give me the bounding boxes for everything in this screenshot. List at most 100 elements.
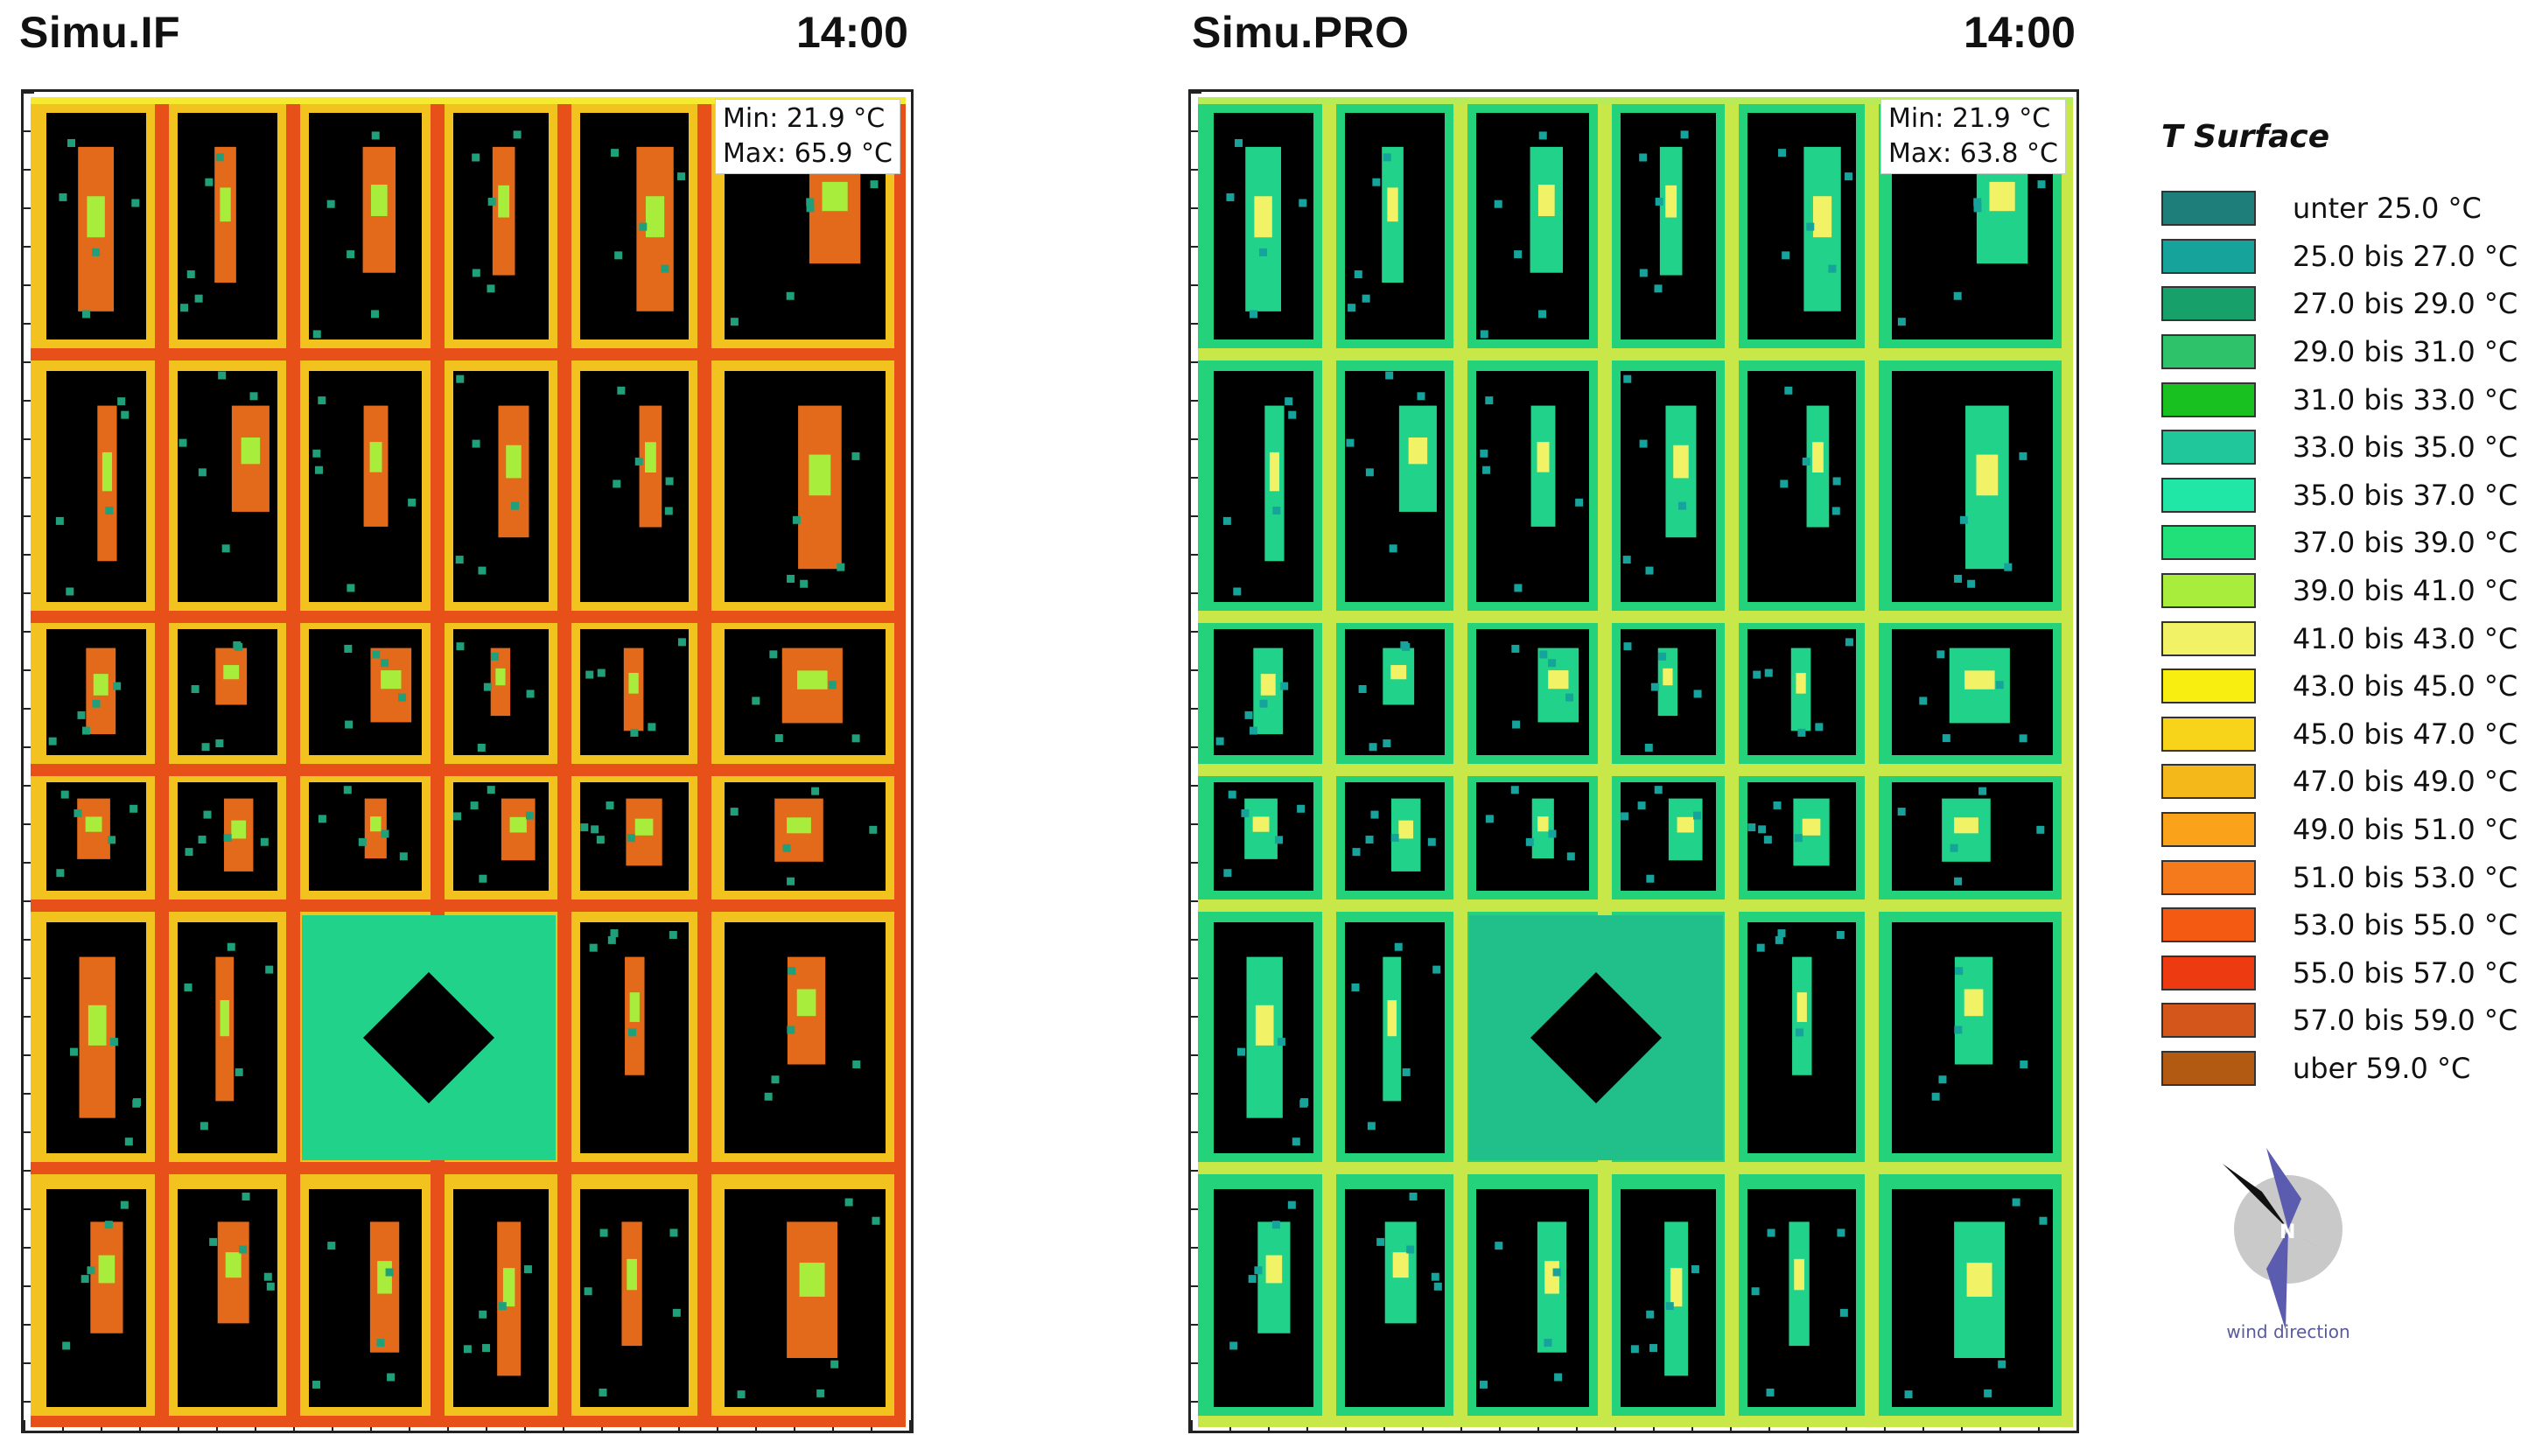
tree-cell — [1630, 1345, 1639, 1354]
legend-label: 39.0 bis 41.0 °C — [2293, 574, 2518, 608]
legend-item: 43.0 bis 45.0 °C — [2161, 662, 2529, 710]
tree-cell — [1692, 811, 1701, 820]
courtyard-patch — [498, 185, 510, 218]
tree-cell — [1548, 830, 1557, 838]
tree-cell — [456, 642, 465, 651]
tree-cell — [1223, 869, 1232, 878]
tree-cell — [482, 1344, 491, 1353]
tree-cell — [131, 199, 140, 207]
tree-cell — [1362, 294, 1370, 303]
tree-cell — [1953, 291, 1962, 300]
tree-cell — [1954, 877, 1963, 886]
legend-swatch — [2161, 812, 2256, 848]
building-block — [1747, 371, 1856, 602]
legend-swatch — [2161, 382, 2256, 417]
tree-cell — [1538, 310, 1547, 318]
legend-swatch — [2161, 573, 2256, 609]
tree-cell — [851, 734, 860, 743]
tree-cell — [1352, 848, 1361, 857]
tree-cell — [1778, 149, 1787, 158]
tree-cell — [1753, 670, 1761, 679]
tree-cell — [376, 1339, 385, 1348]
compass-arrow-north — [2266, 1148, 2301, 1229]
tree-cell — [399, 852, 408, 861]
tree-cell — [87, 1266, 95, 1275]
courtyard-patch — [220, 1000, 229, 1037]
tree-cell — [869, 825, 878, 834]
courtyard-patch — [1398, 820, 1414, 839]
tree-cell — [491, 652, 500, 661]
tree-cell — [209, 1237, 218, 1246]
tree-cell — [1287, 1200, 1296, 1209]
street-vertical — [557, 97, 571, 1427]
tree-cell — [585, 670, 594, 679]
courtyard-patch — [644, 442, 656, 473]
tree-cell — [312, 330, 321, 339]
tree-cell — [1554, 1373, 1563, 1382]
tree-cell — [1259, 248, 1268, 256]
tree-cell — [104, 1221, 113, 1229]
tree-cell — [1297, 804, 1306, 813]
tree-cell — [105, 507, 114, 515]
tree-cell — [108, 836, 116, 844]
legend-label: 41.0 bis 43.0 °C — [2293, 621, 2518, 655]
tree-cell — [811, 787, 820, 795]
tree-cell — [607, 935, 616, 944]
tree-cell — [1837, 1228, 1845, 1237]
tree-cell — [511, 501, 520, 510]
legend-list: unter 25.0 °C 25.0 bis 27.0 °C 27.0 bis 29… — [2161, 185, 2529, 1092]
tree-cell — [806, 204, 815, 213]
tree-cell — [1348, 304, 1356, 312]
tree-cell — [792, 515, 801, 524]
tree-cell — [828, 681, 837, 690]
tree-cell — [221, 544, 230, 553]
tree-cell — [1806, 222, 1815, 231]
tree-cell — [1658, 652, 1667, 661]
tree-cell — [318, 815, 326, 823]
courtyard-patch — [796, 989, 816, 1017]
tree-cell — [203, 810, 212, 819]
tree-cell — [1494, 200, 1502, 208]
courtyard-patch — [495, 668, 506, 686]
courtyard-patch — [1964, 989, 1984, 1017]
legend-label: 27.0 bis 29.0 °C — [2293, 287, 2518, 321]
courtyard-patch — [1387, 1000, 1397, 1037]
tree-cell — [74, 808, 82, 817]
tree-cell — [109, 1038, 118, 1046]
tree-cell — [1845, 638, 1853, 647]
tree-cell — [1277, 1038, 1285, 1046]
tree-cell — [120, 1200, 129, 1209]
legend-swatch — [2161, 1003, 2256, 1039]
tree-cell — [381, 659, 389, 668]
courtyard-patch — [822, 181, 848, 212]
legend-item: 45.0 bis 47.0 °C — [2161, 710, 2529, 759]
tree-cell — [1354, 270, 1362, 278]
legend-label: 47.0 bis 49.0 °C — [2293, 765, 2518, 799]
courtyard-patch — [1269, 452, 1279, 492]
courtyard-patch — [1392, 1252, 1409, 1278]
tree-cell — [1215, 737, 1224, 746]
legend-label: 29.0 bis 31.0 °C — [2293, 335, 2518, 369]
tree-cell — [194, 294, 203, 303]
legend-label: 31.0 bis 33.0 °C — [2293, 382, 2518, 416]
tree-cell — [1919, 696, 1928, 705]
tree-cell — [596, 836, 605, 844]
tree-cell — [1402, 642, 1411, 651]
tree-cell — [1763, 836, 1772, 844]
courtyard-patch — [1954, 817, 1978, 834]
legend-swatch — [2161, 525, 2256, 561]
tree-cell — [830, 1360, 839, 1368]
tree-cell — [1367, 1122, 1376, 1130]
tree-cell — [472, 439, 480, 448]
tree-cell — [771, 1075, 780, 1084]
tree-cell — [1654, 786, 1663, 794]
minmax-box-if: Min: 21.9 °C Max: 65.9 °C — [715, 99, 900, 174]
tree-cell — [844, 1198, 853, 1207]
tree-cell — [385, 1268, 394, 1277]
tree-cell — [664, 507, 673, 515]
tree-cell — [1959, 515, 1968, 524]
tree-cell — [186, 270, 195, 278]
tree-cell — [117, 397, 126, 406]
tree-cell — [1427, 837, 1436, 846]
tree-cell — [1797, 728, 1806, 737]
